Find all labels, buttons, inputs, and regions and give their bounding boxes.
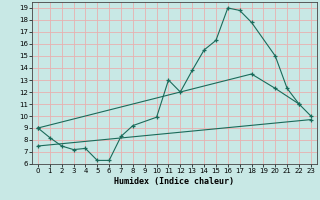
X-axis label: Humidex (Indice chaleur): Humidex (Indice chaleur) (115, 177, 234, 186)
